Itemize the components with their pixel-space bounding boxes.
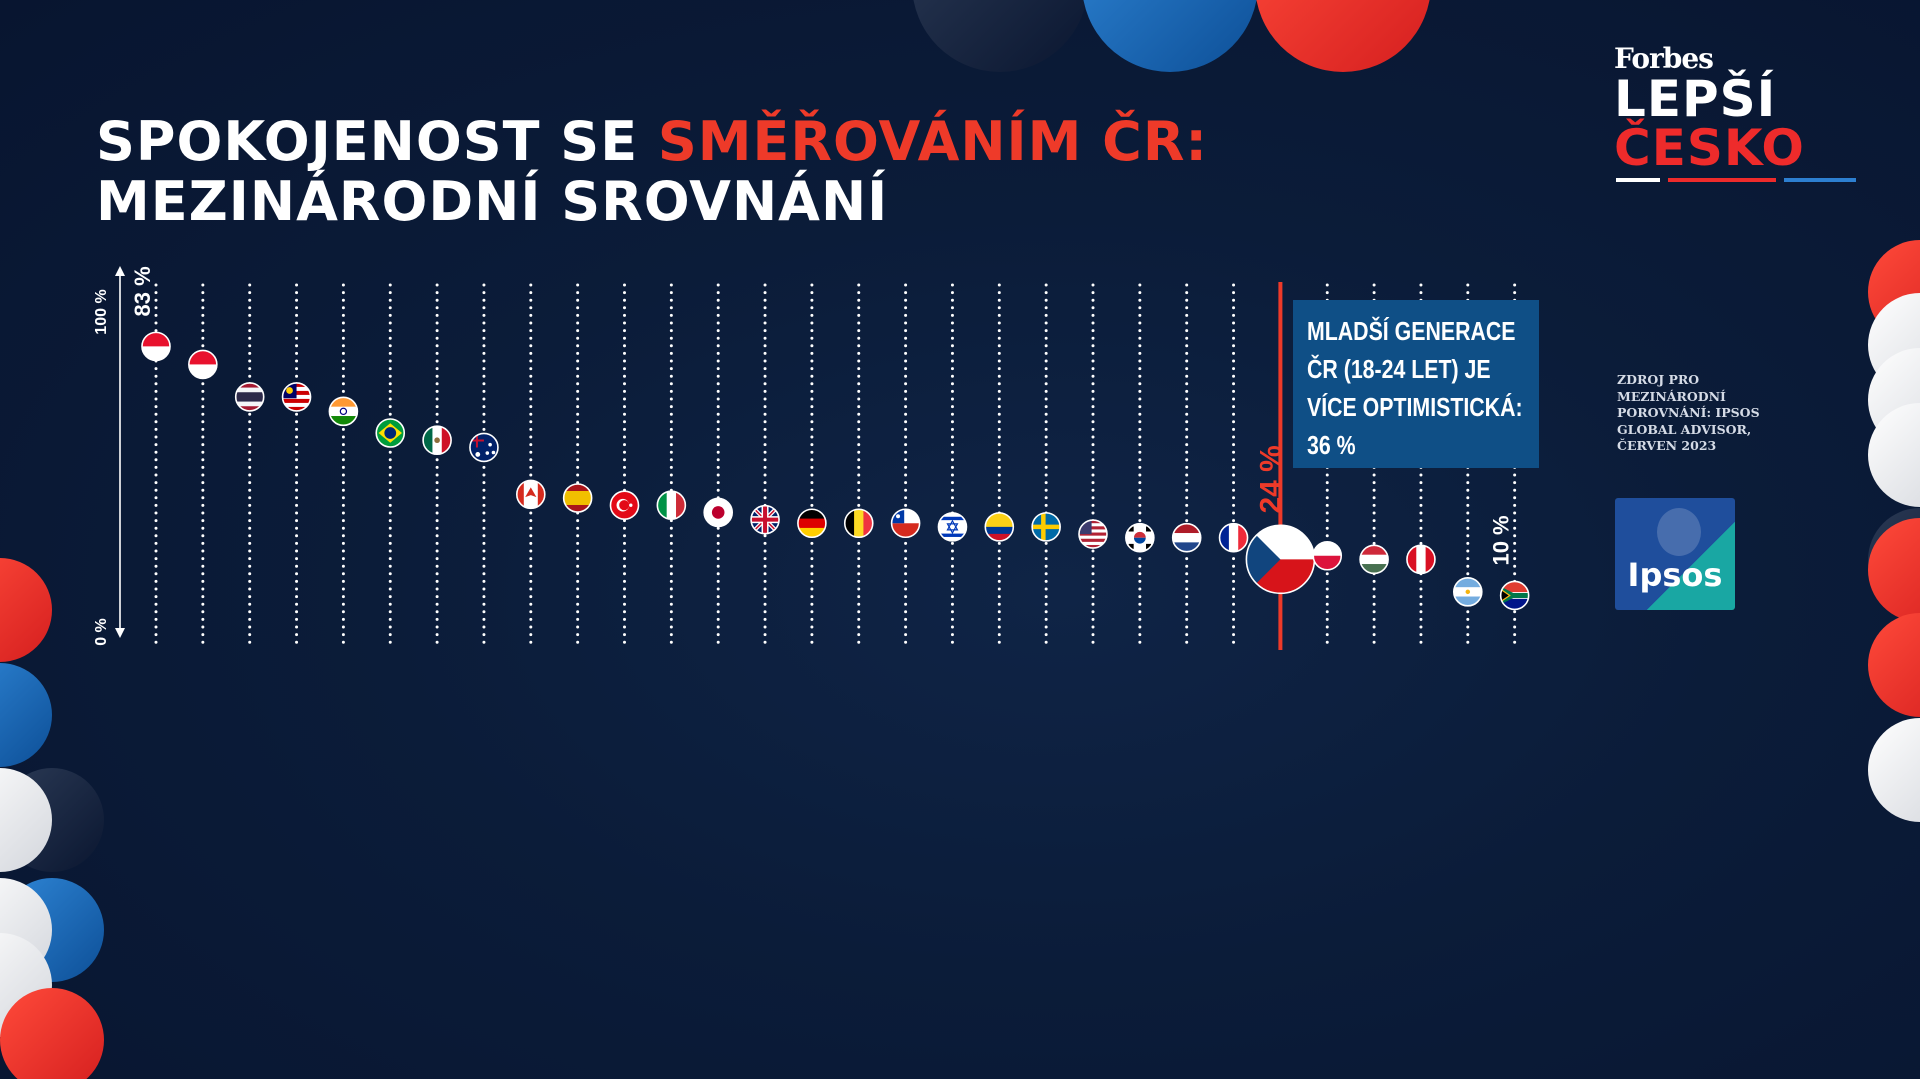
flag-japan-icon xyxy=(703,497,734,528)
flag-poland-icon xyxy=(1312,540,1343,571)
ipsos-logo: Ipsos xyxy=(1615,498,1735,610)
flag-singapore-icon xyxy=(188,349,218,380)
flag-colombia-icon xyxy=(984,512,1015,542)
flag-turkey-icon xyxy=(609,490,640,521)
brand-line2: ČESKO xyxy=(1614,119,1805,177)
flag-india-icon xyxy=(328,396,359,427)
source-note: ZDROJ PRO MEZINÁRODNÍ POROVNÁNÍ: IPSOS G… xyxy=(1617,372,1760,453)
title-line2: MEZINÁRODNÍ SROVNÁNÍ xyxy=(96,170,889,233)
ipsos-wordmark: Ipsos xyxy=(1627,556,1723,594)
flag-australia-icon xyxy=(469,432,499,463)
forbes-wordmark: Forbes xyxy=(1614,42,1714,75)
czech-value-label: 24 % xyxy=(1254,445,1287,513)
flag-mexico-icon xyxy=(422,425,452,456)
flag-uk-icon xyxy=(750,504,780,535)
page-title: SPOKOJENOST SE SMĚŘOVÁNÍM ČR: MEZINÁRODNÍ… xyxy=(96,112,1208,232)
flag-italy-icon xyxy=(656,490,687,521)
title-part1: SPOKOJENOST SE xyxy=(96,110,658,173)
y-tick-label-100: 100 % xyxy=(93,289,110,334)
flag-spain-icon xyxy=(562,483,593,513)
max-value-label: 83 % xyxy=(130,266,155,316)
forbes-lepsi-cesko-logo: Forbes LEPŠÍ ČESKO xyxy=(1614,42,1856,182)
flag-israel-icon xyxy=(937,512,968,542)
y-tick-label-0: 0 % xyxy=(93,618,110,646)
flag-sweden-icon xyxy=(1031,512,1061,542)
flag-indonesia-icon xyxy=(141,331,171,362)
min-value-label: 10 % xyxy=(1489,515,1514,565)
callout-text: MLADŠÍ GENERACE ČR (18-24 LET) JE VÍCE O… xyxy=(1307,316,1523,460)
flag-south-korea-icon xyxy=(1125,522,1155,553)
y-axis: 100 % 0 % xyxy=(93,266,125,646)
flag-malaysia-icon xyxy=(281,382,312,412)
flag-usa-icon xyxy=(1078,519,1108,549)
flag-chile-icon xyxy=(890,508,921,539)
flag-belgium-icon xyxy=(843,508,874,539)
flag-south-africa-icon xyxy=(1499,580,1530,611)
y-axis-arrow-up xyxy=(115,266,125,276)
flag-canada-icon xyxy=(515,479,546,510)
flag-germany-icon xyxy=(797,508,827,539)
flag-thailand-icon xyxy=(234,382,265,412)
flag-brazil-icon xyxy=(375,418,406,448)
brand-underline xyxy=(1616,178,1856,182)
y-axis-arrow-down xyxy=(115,628,125,638)
flag-netherlands-icon xyxy=(1171,522,1202,553)
brand-line1: LEPŠÍ xyxy=(1614,70,1777,128)
flag-france-icon xyxy=(1218,522,1249,553)
flag-hungary-icon xyxy=(1359,544,1389,575)
callout-box: MLADŠÍ GENERACE ČR (18-24 LET) JE VÍCE O… xyxy=(1293,300,1539,468)
flag-czech-republic-icon xyxy=(1245,524,1316,595)
ipsos-head-icon xyxy=(1657,508,1701,556)
flag-argentina-icon xyxy=(1453,577,1483,607)
flag-peru-icon xyxy=(1406,544,1436,575)
title-highlight: SMĚŘOVÁNÍM ČR: xyxy=(657,110,1208,173)
